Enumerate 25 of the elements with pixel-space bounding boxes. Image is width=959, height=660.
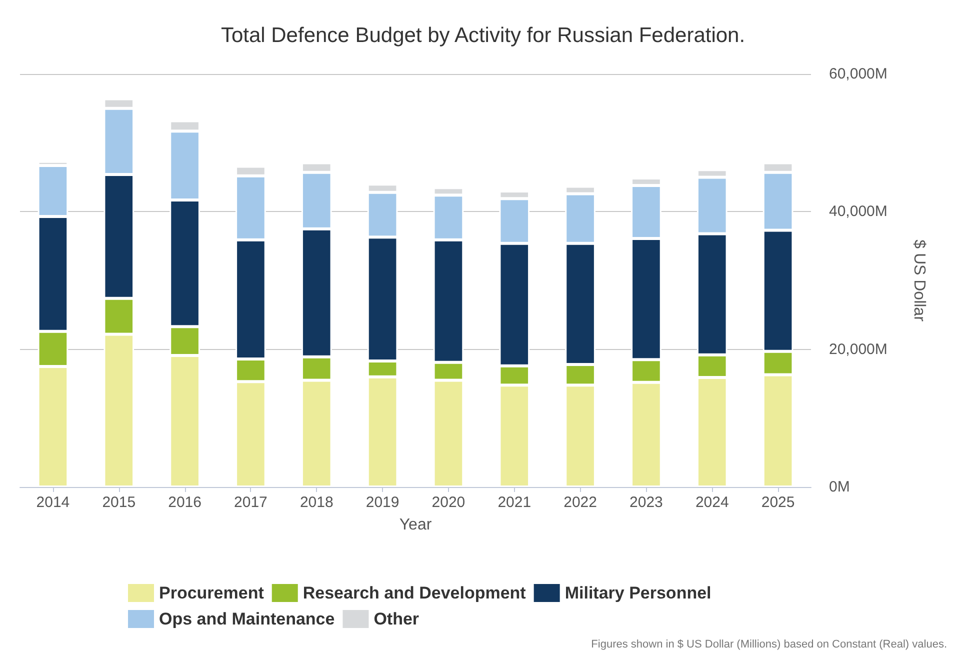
y2-tick-label: 20,000M: [829, 340, 888, 358]
y2-tick-label: 60,000M: [829, 66, 888, 82]
x-tick-label: 2022: [564, 494, 597, 511]
legend-label: Other: [374, 610, 420, 628]
x-tick-label: 2025: [761, 494, 795, 511]
text: Figures shown in $ US Dollar (Millions) based on Constant (Real) values.: [591, 638, 948, 650]
chart-title: Total Defence Budget by Activity for Russian Federation.: [220, 24, 746, 47]
x-tick-label: 2014: [36, 494, 70, 511]
x-tick-label: 2019: [366, 494, 400, 511]
legend-label: Ops and Maintenance: [159, 610, 335, 628]
x-tick-label: 2017: [234, 494, 268, 511]
x-tick-label: 2016: [168, 494, 202, 511]
y2-tick-label: 0M: [829, 478, 850, 496]
x-tick-label: 2015: [102, 494, 136, 511]
legend-label: Research and Development: [302, 584, 526, 602]
x-tick-label: 2024: [695, 494, 729, 511]
legend-label: Military Personnel: [564, 584, 712, 602]
x-tick-label: 2018: [300, 494, 334, 511]
legend-label: Procurement: [159, 584, 264, 602]
y2-axis-title: $ US Dollar: [910, 240, 928, 322]
x-axis-title: Year: [399, 516, 432, 534]
x-tick-label: 2021: [498, 494, 532, 511]
y2-tick-label: 40,000M: [829, 203, 888, 220]
x-tick-label: 2020: [432, 494, 466, 511]
x-tick-label: 2023: [630, 494, 663, 511]
